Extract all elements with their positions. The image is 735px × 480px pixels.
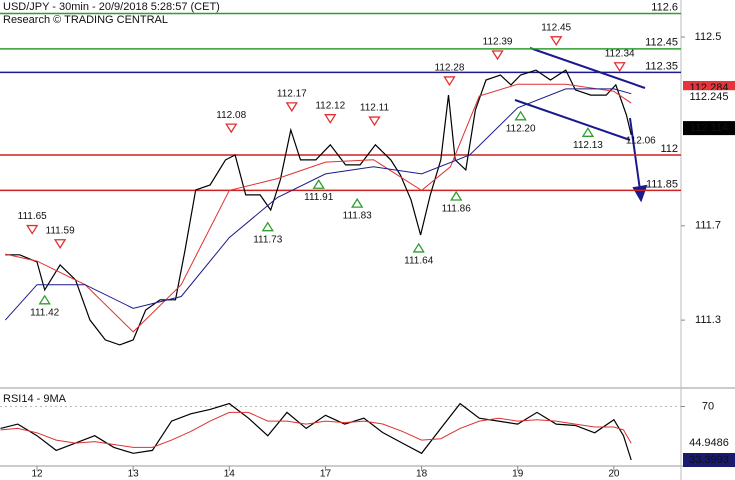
series-line [5, 69, 632, 346]
channel-line [514, 99, 631, 141]
price-tag-label: 112.245 [690, 91, 729, 103]
low-label: 112.20 [506, 123, 536, 134]
channel-line [529, 47, 646, 89]
y-tick-label: 70 [702, 400, 714, 412]
low-label: 111.83 [343, 211, 373, 222]
chart-title: USD/JPY - 30min - 20/9/2018 5:28:57 (CET… [3, 1, 220, 13]
high-label: 111.59 [46, 225, 76, 236]
low-marker [450, 190, 463, 201]
low-label: 112.13 [573, 140, 603, 151]
high-label: 112.34 [605, 48, 635, 59]
low-marker [514, 110, 527, 121]
low-label: 111.64 [404, 256, 434, 267]
high-marker [324, 114, 337, 124]
x-tick-label: 20 [608, 469, 620, 480]
price-tag [683, 121, 735, 136]
y-tick-label: 111.3 [695, 314, 721, 326]
high-marker [550, 36, 563, 47]
x-tick-label: 14 [224, 469, 236, 480]
high-marker [26, 224, 39, 235]
x-tick-label: 17 [320, 469, 332, 480]
low-marker [38, 294, 51, 305]
channel [514, 47, 648, 203]
high-label: 111.65 [18, 211, 48, 222]
low-marker [261, 221, 274, 232]
high-marker [443, 76, 456, 87]
price-tag-label: 44.9486 [689, 437, 729, 449]
low-label: 111.86 [442, 204, 472, 215]
price-tag [683, 90, 735, 105]
price-tag [683, 453, 735, 468]
low-label: 111.73 [253, 234, 283, 245]
high-label: 112.45 [541, 22, 571, 33]
high-label: 112.39 [483, 37, 513, 48]
y-tick-label: 111.7 [695, 220, 721, 232]
high-marker [53, 239, 67, 249]
price-tag-label: 112.114 [690, 122, 728, 134]
rsi-title: RSI14 - 9MA [3, 393, 67, 405]
series-line [0, 411, 632, 448]
x-tick-label: 12 [31, 469, 43, 480]
level-label: 112 [660, 143, 678, 155]
price-tag [683, 436, 735, 451]
level-label: 112.35 [645, 60, 678, 72]
arrow-head [632, 184, 648, 203]
high-label: 112.28 [435, 63, 465, 74]
x-tick-label: 19 [512, 469, 524, 480]
price-label: 112.06 [626, 135, 656, 146]
price-tag-label: 33.3993 [689, 454, 729, 466]
high-label: 112.17 [277, 89, 307, 100]
high-marker [285, 102, 298, 113]
high-label: 112.12 [315, 100, 345, 111]
low-marker [351, 197, 364, 208]
low-label: 111.42 [30, 307, 60, 318]
high-label: 112.08 [216, 110, 246, 121]
high-label: 112.11 [360, 103, 390, 114]
low-marker [581, 127, 595, 137]
y-tick-label: 112.5 [695, 31, 722, 43]
level-label: 111.85 [646, 178, 678, 190]
low-marker [312, 178, 325, 189]
low-marker [412, 242, 425, 253]
level-label: 112.6 [651, 1, 678, 13]
x-tick-label: 18 [416, 469, 428, 480]
series-line [4, 88, 632, 321]
level-label: 112.45 [645, 37, 678, 49]
x-tick-label: 13 [128, 469, 140, 480]
high-marker [613, 62, 626, 73]
arrow-shaft [629, 117, 641, 191]
high-marker [491, 50, 504, 61]
chart-subtitle: Research © TRADING CENTRAL [3, 14, 168, 26]
series-line [5, 83, 632, 333]
high-marker [368, 116, 381, 127]
high-marker [225, 123, 238, 134]
low-label: 111.91 [304, 192, 334, 203]
